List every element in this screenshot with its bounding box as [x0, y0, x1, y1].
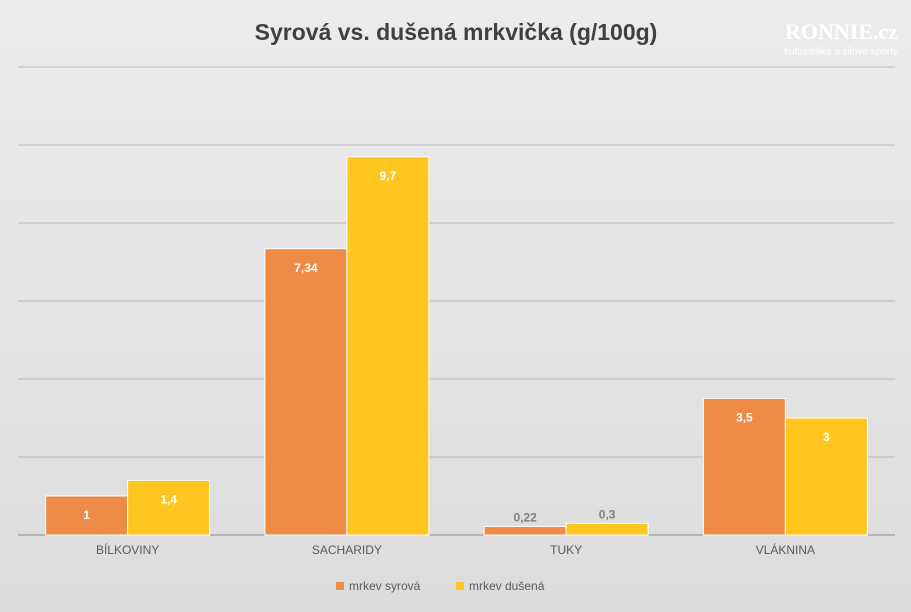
legend-swatch	[336, 582, 344, 590]
data-label: 0,22	[513, 511, 537, 525]
watermark-tagline: kulturistika a silové sporty	[784, 47, 898, 58]
bar	[264, 248, 348, 536]
x-tick-label: VLÁKNINA	[756, 542, 815, 557]
x-tick-label: BÍLKOVINY	[96, 542, 159, 557]
data-label: 1,4	[160, 493, 177, 507]
data-label: 1	[83, 508, 90, 522]
legend-label: mrkev dušená	[469, 579, 545, 593]
watermark-brand: RONNIE.cz	[785, 19, 898, 44]
bar	[346, 156, 430, 536]
bar	[702, 398, 786, 536]
bar	[565, 522, 649, 536]
chart-title: Syrová vs. dušená mrkvička (g/100g)	[255, 19, 658, 45]
legend-label: mrkev syrová	[349, 579, 421, 593]
x-tick-label: TUKY	[550, 543, 582, 557]
data-label: 3,5	[736, 411, 753, 425]
data-label: 7,34	[294, 261, 318, 275]
data-label: 9,7	[380, 169, 397, 183]
bar	[483, 525, 567, 536]
legend-swatch	[456, 582, 464, 590]
bar	[784, 417, 868, 536]
bar	[127, 479, 211, 536]
data-label: 0,3	[599, 507, 616, 521]
x-tick-label: SACHARIDY	[312, 543, 382, 557]
data-label: 3	[823, 430, 830, 444]
